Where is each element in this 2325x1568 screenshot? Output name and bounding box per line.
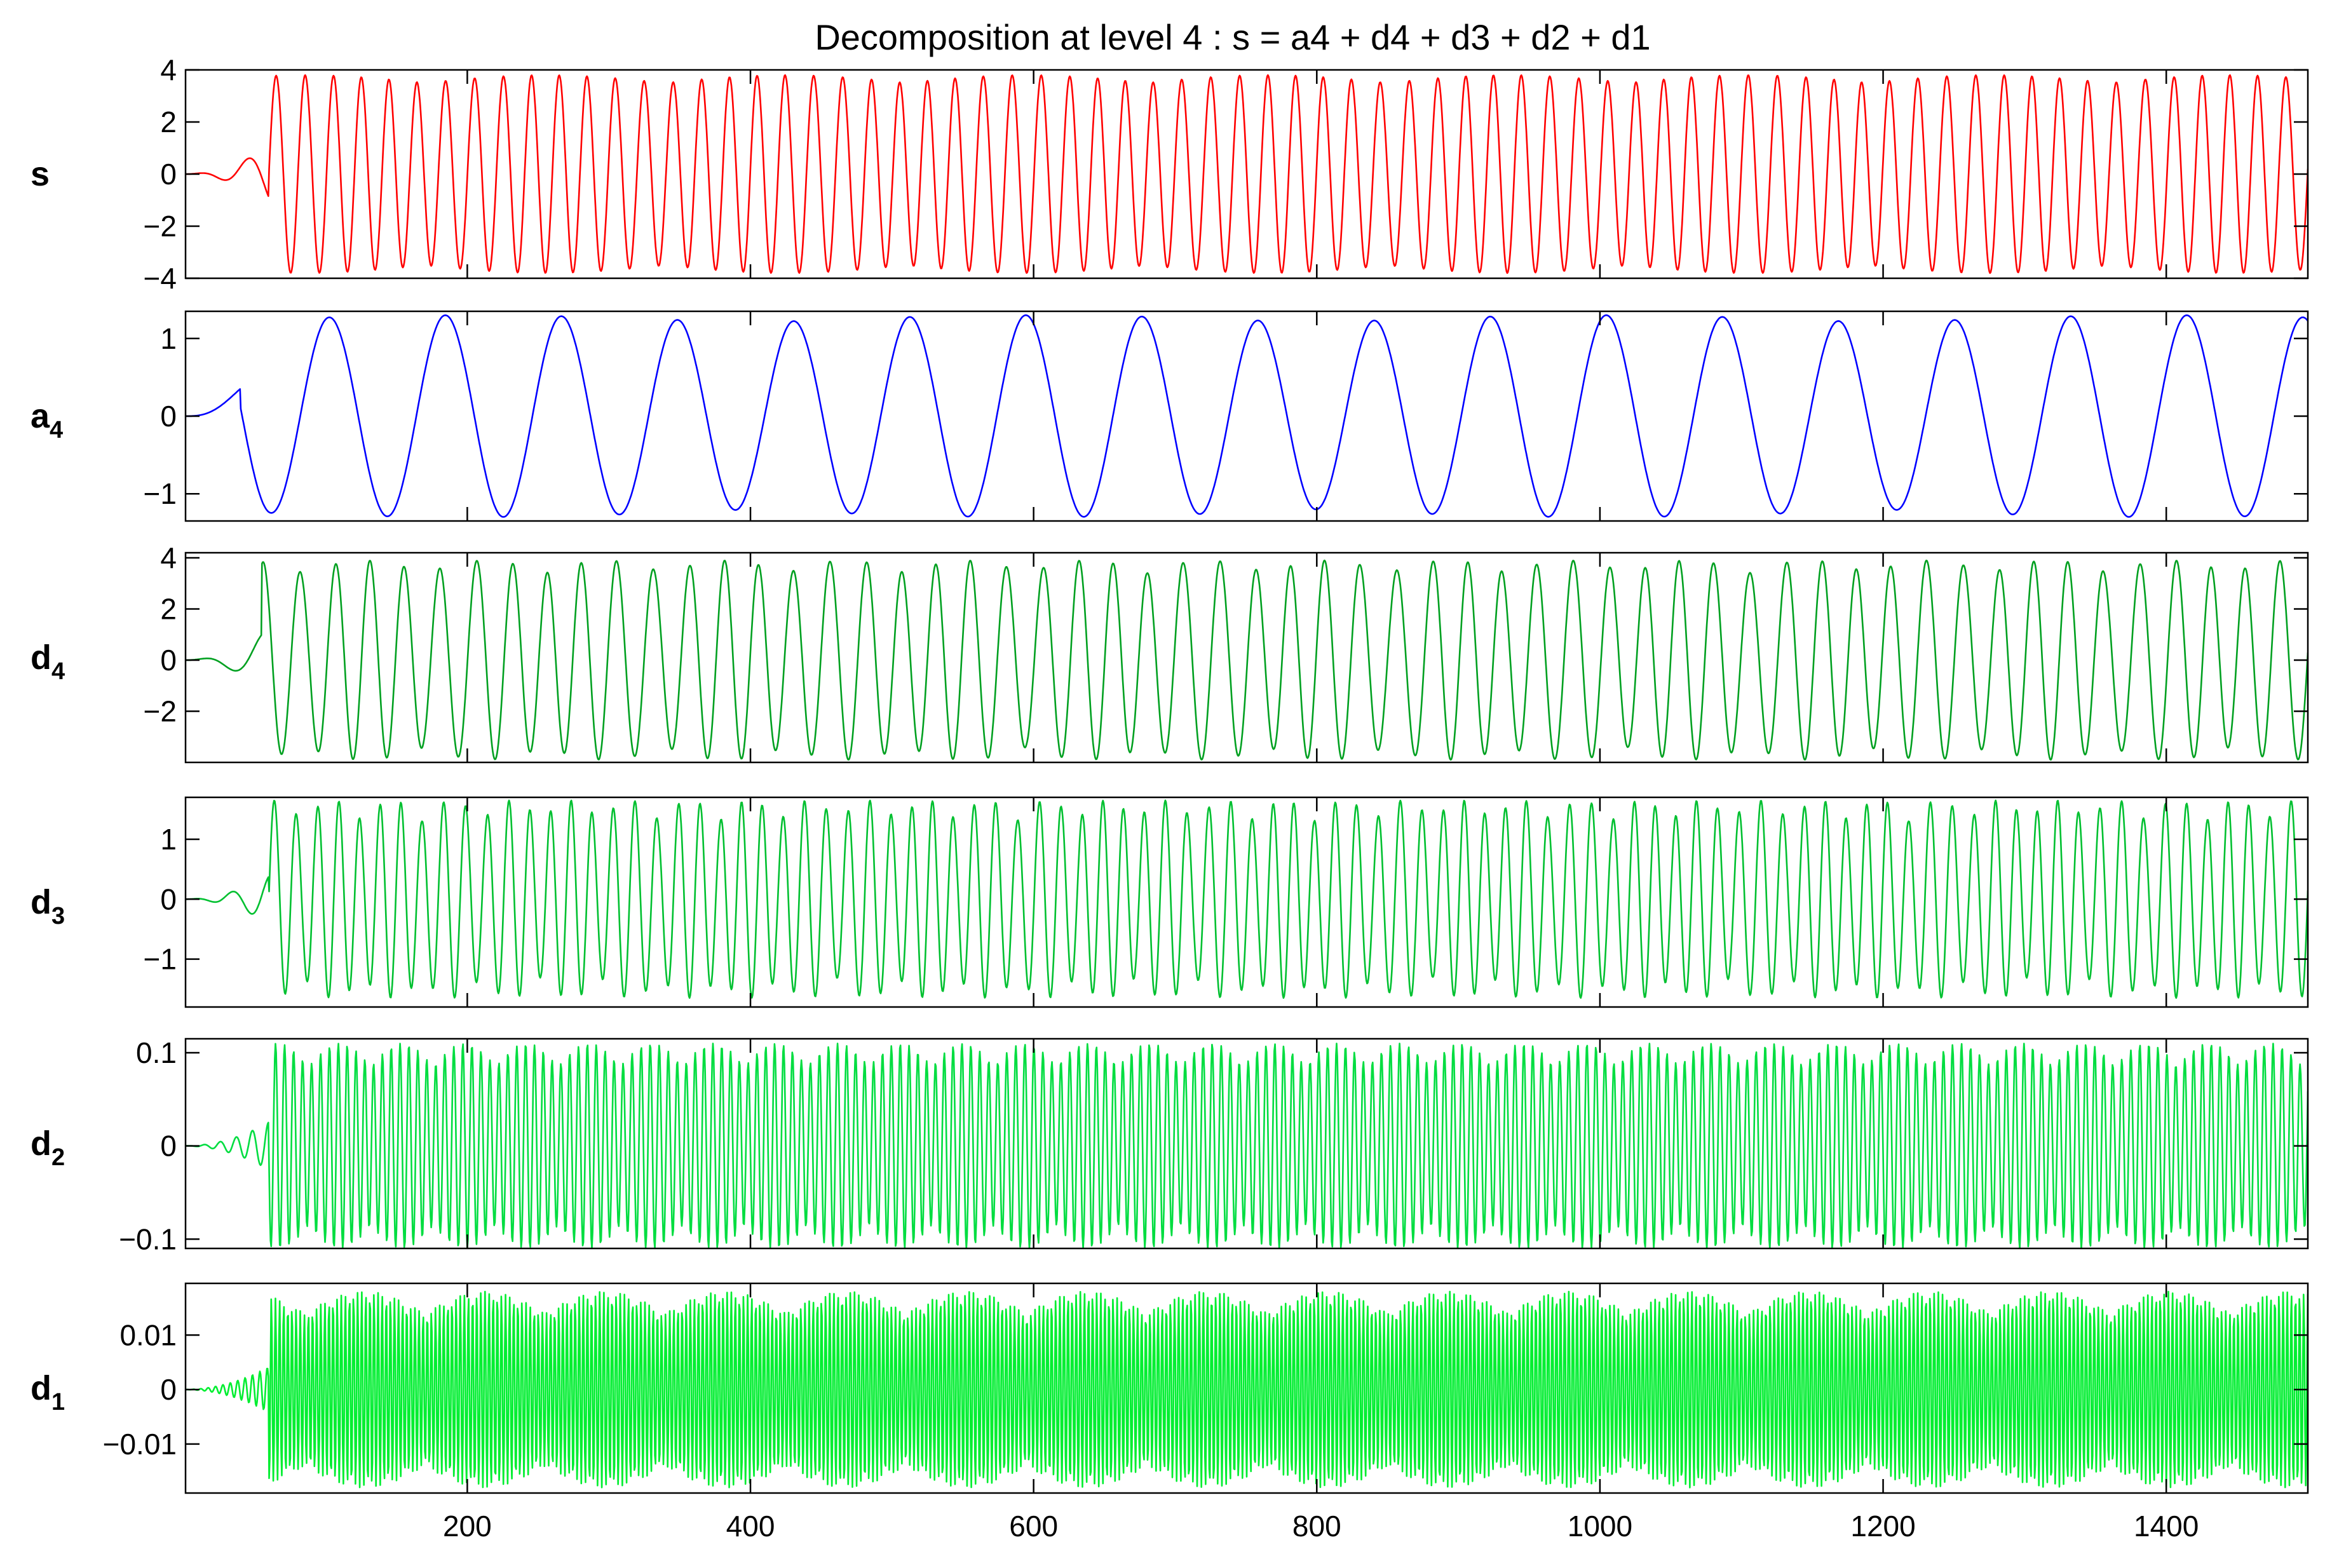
y-tick-label-d1-1: 0 <box>160 1373 177 1406</box>
panel-label-sub-a4: 4 <box>50 417 63 443</box>
axes-box-d1 <box>184 1282 2309 1494</box>
y-tick-label-d2-0: 0.1 <box>136 1036 177 1069</box>
y-tick-label-a4-1: 0 <box>160 400 177 433</box>
panel-label-d1: d1 <box>31 1369 65 1416</box>
y-tick-label-s-3: −2 <box>144 210 177 243</box>
series-line-d4 <box>186 559 2308 761</box>
y-tick-label-s-4: −4 <box>144 262 177 295</box>
panel-label-sub-d1: 1 <box>51 1389 65 1416</box>
series-line-d1 <box>186 1290 2308 1489</box>
panel-label-main-d1: d <box>31 1369 51 1407</box>
panel-d2: 0.1 0 −0.1 d2 <box>31 1036 2309 1255</box>
panel-s: 4 2 0 −2 −4 s <box>31 53 2309 295</box>
series-line-a4 <box>186 314 2308 518</box>
series-line-s <box>186 74 2308 274</box>
y-tick-label-a4-0: 1 <box>160 322 177 355</box>
y-tick-label-d4-3: −2 <box>144 695 177 728</box>
y-tick-label-s-1: 2 <box>160 105 177 139</box>
panel-d4: 420−2d4 <box>31 541 2309 764</box>
y-tick-label-d1-2: −0.01 <box>103 1428 177 1461</box>
panel-label-main-d3: d <box>31 883 51 921</box>
panels: 420−2−4s10−1a4420−2d410−1d30.10−0.1d20.0… <box>31 53 2309 1543</box>
x-tick-label-600: 600 <box>1009 1510 1058 1543</box>
panel-d3: 1 0 −1 d3 <box>31 796 2309 1008</box>
panel-label-sub-d4: 4 <box>51 658 65 685</box>
axes-box-d4 <box>184 551 2309 764</box>
panel-label-d3: d3 <box>31 883 65 929</box>
y-tick-label-d4-2: 0 <box>160 644 177 677</box>
x-tick-label-1000: 1000 <box>1568 1510 1632 1543</box>
y-tick-label-d3-2: −1 <box>144 943 177 976</box>
panel-label-main-d2: d <box>31 1125 51 1163</box>
y-tick-label-d2-1: 0 <box>160 1130 177 1163</box>
y-tick-label-d4-0: 4 <box>160 541 177 574</box>
panel-d1: 0.01 0 −0.01 d1 <box>31 1282 2309 1494</box>
y-tick-label-d1-0: 0.01 <box>119 1318 177 1351</box>
series-line-d3 <box>186 799 2308 999</box>
x-tick-label-200: 200 <box>443 1510 492 1543</box>
panel-label-main-a4: a <box>31 397 50 435</box>
y-tick-label-d3-1: 0 <box>160 882 177 916</box>
x-tick-label-1400: 1400 <box>2134 1510 2199 1543</box>
y-tick-label-d3-0: 1 <box>160 823 177 856</box>
panel-a4: 1 0 −1 a4 <box>31 310 2309 522</box>
y-tick-label-a4-2: −1 <box>144 477 177 510</box>
y-tick-label-d4-1: 2 <box>160 593 177 626</box>
panel-label-d4: d4 <box>31 639 65 685</box>
panel-label-sub-d3: 3 <box>51 903 65 929</box>
panel-label-sub-d2: 2 <box>51 1144 65 1171</box>
x-tick-label-400: 400 <box>726 1510 775 1543</box>
y-tick-label-s-2: 0 <box>160 158 177 191</box>
panel-label-s: s <box>31 155 50 193</box>
axes-box-d2 <box>184 1037 2309 1250</box>
x-tick-label-1200: 1200 <box>1850 1510 1915 1543</box>
axes-box-a4 <box>184 310 2309 522</box>
chart-title: Decomposition at level 4 : s = a4 + d4 +… <box>815 17 1650 57</box>
panel-label-d2: d2 <box>31 1125 65 1171</box>
panel-label-main-s: s <box>31 155 50 193</box>
panel-label-a4: a4 <box>31 397 63 443</box>
y-tick-label-s-0: 4 <box>160 53 177 86</box>
x-tick-label-800: 800 <box>1292 1510 1341 1543</box>
series-line-d2 <box>186 1043 2308 1248</box>
panel-label-main-d4: d <box>31 639 51 677</box>
y-tick-label-d2-2: −0.1 <box>119 1222 177 1255</box>
axes-box-d3 <box>184 796 2309 1008</box>
